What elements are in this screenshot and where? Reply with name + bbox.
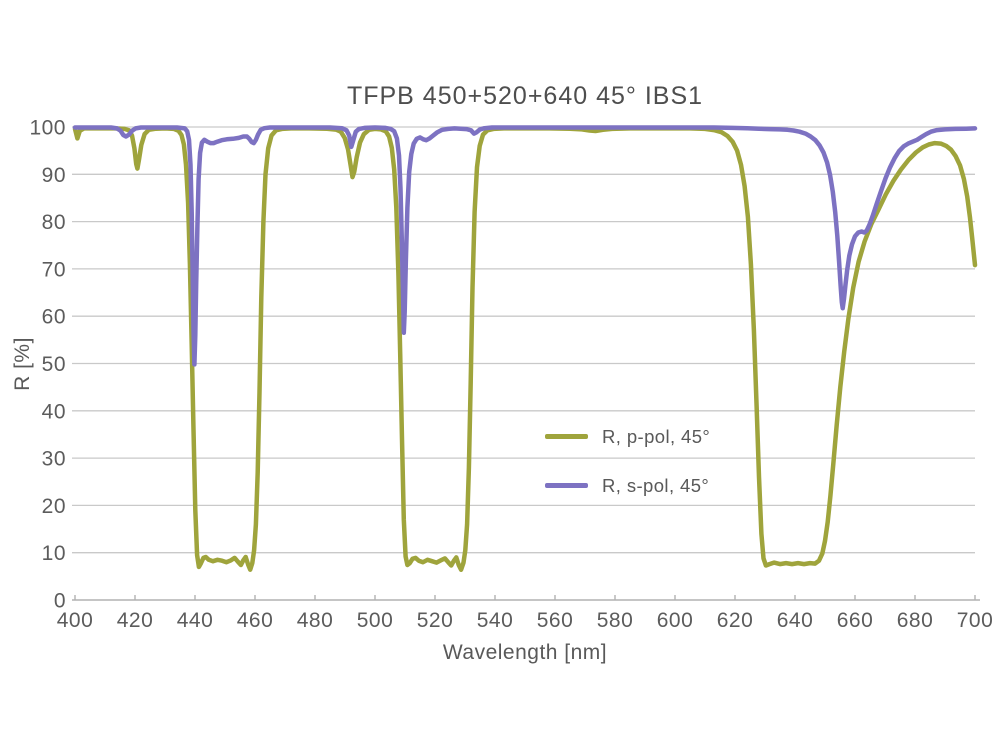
legend-item-s-pol: R, s-pol, 45° xyxy=(545,461,710,510)
y-tick-label-70: 70 xyxy=(42,258,66,281)
legend-label-s-pol: R, s-pol, 45° xyxy=(602,474,710,496)
x-axis-title: Wavelength [nm] xyxy=(442,641,608,664)
y-tick-label-40: 40 xyxy=(42,400,66,423)
chart-title: TFPB 450+520+640 45° IBS1 xyxy=(346,82,704,110)
legend-item-p-pol: R, p-pol, 45° xyxy=(545,412,710,461)
legend-swatch-s-pol-icon xyxy=(545,483,588,488)
series-line-s-pol xyxy=(72,125,978,367)
x-tick-label-500: 500 xyxy=(357,609,394,632)
x-tick-label-460: 460 xyxy=(237,609,274,632)
legend-swatch-p-pol-icon xyxy=(545,434,588,439)
x-tick-label-480: 480 xyxy=(297,609,334,632)
x-tick-label-640: 640 xyxy=(777,609,814,632)
y-tick-label-30: 30 xyxy=(42,448,66,471)
y-tick-label-90: 90 xyxy=(42,164,66,187)
x-tick-label-580: 580 xyxy=(597,609,634,632)
y-tick-label-10: 10 xyxy=(42,542,66,565)
x-tick-label-560: 560 xyxy=(537,609,574,632)
series-line-p-pol xyxy=(72,126,978,572)
x-tick-label-620: 620 xyxy=(717,609,754,632)
x-tick-label-420: 420 xyxy=(117,609,154,632)
y-tick-label-60: 60 xyxy=(42,306,66,329)
y-tick-label-80: 80 xyxy=(42,211,66,234)
y-tick-label-50: 50 xyxy=(42,353,66,376)
y-tick-label-20: 20 xyxy=(42,495,66,518)
x-tick-label-440: 440 xyxy=(177,609,214,632)
y-axis-title: R [%] xyxy=(11,337,34,391)
x-tick-label-660: 660 xyxy=(837,609,874,632)
x-tick-label-700: 700 xyxy=(957,609,994,632)
y-tick-label-100: 100 xyxy=(29,117,66,140)
x-tick-label-540: 540 xyxy=(477,609,514,632)
x-tick-label-680: 680 xyxy=(897,609,934,632)
y-tick-label-0: 0 xyxy=(54,590,66,613)
x-tick-label-400: 400 xyxy=(57,609,94,632)
legend-label-p-pol: R, p-pol, 45° xyxy=(602,425,711,447)
legend: R, p-pol, 45° R, s-pol, 45° xyxy=(545,412,710,510)
x-tick-label-600: 600 xyxy=(657,609,694,632)
x-tick-label-520: 520 xyxy=(417,609,454,632)
